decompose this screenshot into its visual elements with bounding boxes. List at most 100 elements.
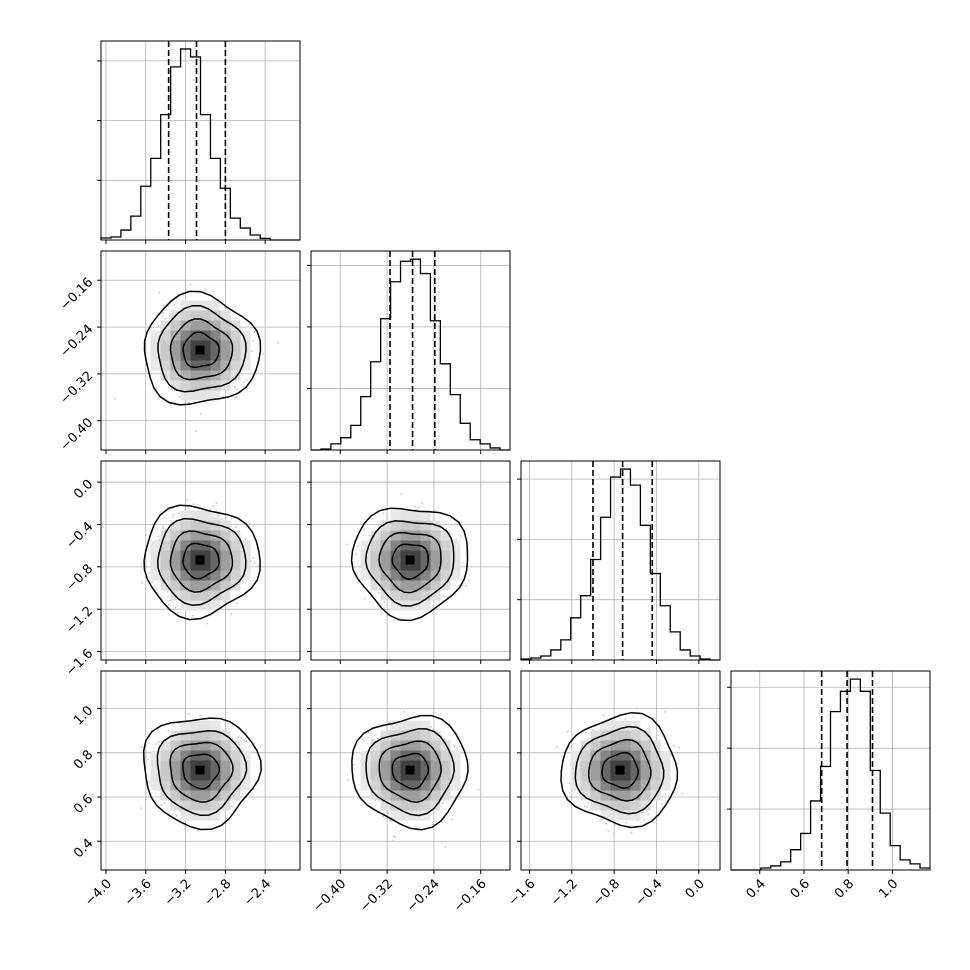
scatter-point [664,793,667,796]
panel-3-0: −4.0 −3.6 −3.2 −2.8 −2.40.40.60.81.0 [71,670,301,909]
scatter-point [169,599,171,602]
density-cell [440,760,451,771]
x-tick-label: −0.8 [590,876,623,909]
scatter-point [166,590,169,593]
density-cell [620,730,631,741]
density-cell [650,740,661,751]
density-cell [160,340,171,351]
scatter-point [676,762,679,765]
panel-frame [100,250,301,451]
density-cell [210,590,221,601]
scatter-point [199,412,202,415]
density-cell [370,570,381,581]
density-cell [190,580,201,591]
scatter-point [245,379,248,382]
density-cell [400,720,411,731]
scatter-point [199,714,201,717]
density-cell [170,350,181,361]
scatter-point [477,788,480,791]
density-cell [170,770,181,781]
density-cell [210,350,221,361]
density-cell [150,330,161,341]
scatter-point [377,592,380,595]
contour-level-1 [574,725,665,815]
y-tick-label: −0.4 [63,519,96,552]
density-cell [160,320,171,331]
density-cell [410,770,421,781]
density-cell [160,330,171,341]
y-tick-label: −0.16 [58,275,97,314]
y-tick-label: 0.8 [71,748,96,773]
density-cell [180,360,191,371]
density-cell [390,810,401,821]
density-cell [240,330,251,341]
density-cell [200,370,211,381]
density-cell [380,770,391,781]
density-cell [170,560,181,571]
scatter-point [568,782,571,785]
contour-level-1 [157,517,247,607]
density-cell [570,760,581,771]
scatter-point [434,509,436,512]
scatter-point [231,805,233,808]
density-cell [200,800,211,811]
density-cell [600,770,611,781]
density-cell [380,550,391,561]
scatter-point [367,736,369,739]
scatter-point [230,517,233,520]
density-cell [190,330,201,341]
density-cell [200,310,211,321]
density-cell [200,520,211,531]
density-cell [230,360,241,371]
contour-level-1 [365,728,455,817]
density-cell [230,760,241,771]
panel-2-1 [307,460,511,664]
density-cell [430,580,441,591]
density-cell [420,720,431,731]
density-cell [450,550,461,561]
density-cell [450,540,461,551]
density-cell [430,550,441,561]
scatter-point [160,511,162,513]
density-cell [190,310,201,321]
scatter-point [357,545,360,548]
density-cell [200,580,211,591]
scatter-point [444,846,447,848]
density-cell [420,730,431,741]
scatter-point [647,813,650,816]
density-group [141,499,261,625]
density-cell [180,590,191,601]
scatter-point [352,763,355,766]
scatter-point [235,523,238,526]
density-cell [600,740,611,751]
scatter-point [253,741,256,744]
density-peak [405,555,415,565]
density-cell [150,760,161,771]
scatter-point [212,505,215,508]
scatter-point [602,714,605,717]
density-cell [450,560,461,571]
scatter-point [417,506,420,508]
density-cell [180,530,191,541]
density-cell [410,570,421,581]
density-cell [640,780,651,791]
density-cell [170,760,181,771]
density-cell [420,760,431,771]
density-cell [400,730,411,741]
density-cell [410,750,421,761]
density-cell [600,750,611,761]
density-cell [400,800,411,811]
density-cell [190,390,201,401]
scatter-point [642,811,645,814]
density-cell [230,540,241,551]
density-cell [180,310,191,321]
x-tick-label: 0.6 [788,876,813,901]
density-cell [430,530,441,541]
scatter-point [147,758,150,761]
density-cell [410,530,421,541]
density-cell [390,720,401,731]
panel-3-1: −0.40 −0.32 −0.24 −0.16 [307,670,511,915]
scatter-point [586,806,588,808]
density-cell [420,750,431,761]
density-cell [390,780,401,791]
